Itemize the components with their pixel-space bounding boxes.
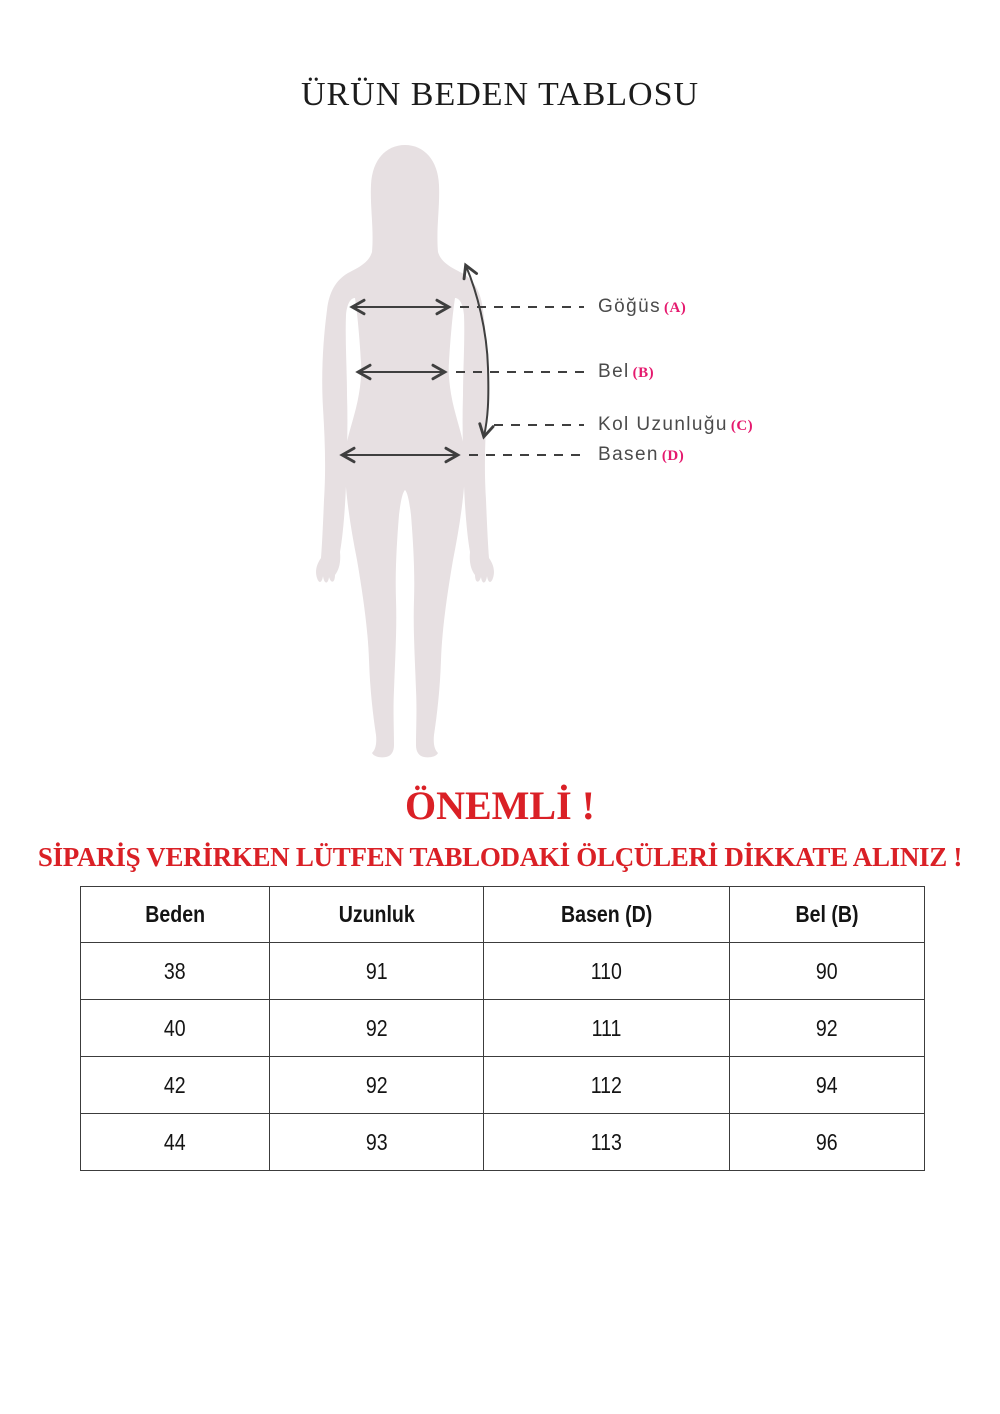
important-heading: ÖNEMLİ ! (405, 783, 595, 828)
cell-value: 112 (591, 1071, 623, 1098)
cell-value: 40 (164, 1014, 186, 1041)
cell-value: 96 (816, 1128, 838, 1155)
measurement-label-arm-length: Kol Uzunluğu (C) (598, 413, 753, 437)
header-label: Bel (B) (795, 901, 859, 927)
table-row: 38 91 110 90 (79, 942, 925, 1000)
cell-value: 90 (816, 957, 838, 984)
table-cell: 112 (483, 1056, 731, 1114)
header-cell-bel: Bel (B) (729, 886, 925, 943)
header-cell-uzunluk: Uzunluk (269, 886, 485, 943)
table-cell: 42 (79, 1056, 271, 1114)
size-table: Beden Uzunluk Basen (D) Bel (B) 38 91 11… (79, 886, 925, 1171)
cell-value: 94 (816, 1071, 838, 1098)
table-row: 42 92 112 94 (79, 1056, 925, 1114)
cell-value: 44 (164, 1128, 186, 1155)
table-row: 40 92 111 92 (79, 999, 925, 1057)
cell-value: 91 (365, 957, 388, 984)
measurement-letter: (C) (730, 418, 754, 434)
measurement-label-waist: Bel (B) (598, 360, 654, 384)
measurement-letter: (A) (663, 300, 687, 316)
measurement-label-text: Kol Uzunluğu (598, 414, 728, 435)
measurement-label-text: Bel (598, 361, 630, 382)
measurement-label-text: Basen (598, 444, 659, 465)
table-cell: 44 (79, 1113, 271, 1171)
table-cell: 92 (729, 999, 925, 1057)
table-cell: 91 (269, 942, 485, 1000)
measurement-label-chest: Göğüs (A) (598, 295, 686, 319)
table-cell: 92 (269, 999, 485, 1057)
measurement-letter: (D) (661, 448, 685, 464)
cell-value: 38 (164, 957, 186, 984)
cell-value: 42 (164, 1071, 186, 1098)
table-cell: 113 (483, 1113, 731, 1171)
cell-value: 110 (591, 957, 623, 984)
order-warning-text: SİPARİŞ VERİRKEN LÜTFEN TABLODAKİ ÖLÇÜLE… (37, 842, 963, 872)
header-cell-basen: Basen (D) (483, 886, 731, 943)
table-cell: 96 (729, 1113, 925, 1171)
table-cell: 110 (483, 942, 731, 1000)
header-label: Uzunluk (338, 901, 415, 927)
measurement-label-text: Göğüs (598, 296, 661, 317)
cell-value: 92 (365, 1071, 388, 1098)
woman-silhouette-image (316, 145, 494, 758)
header-label: Basen (D) (561, 901, 653, 927)
cell-value: 92 (365, 1014, 388, 1041)
table-cell: 40 (79, 999, 271, 1057)
table-cell: 93 (269, 1113, 485, 1171)
page-title: ÜRÜN BEDEN TABLOSU (300, 76, 700, 113)
measurement-label-hip: Basen (D) (598, 443, 684, 467)
table-cell: 38 (79, 942, 271, 1000)
cell-value: 111 (591, 1014, 622, 1041)
size-table-header-row: Beden Uzunluk Basen (D) Bel (B) (79, 886, 925, 943)
table-row: 44 93 113 96 (79, 1113, 925, 1171)
cell-value: 93 (365, 1128, 388, 1155)
header-cell-beden: Beden (79, 886, 271, 943)
cell-value: 113 (591, 1128, 623, 1155)
table-cell: 90 (729, 942, 925, 1000)
table-cell: 94 (729, 1056, 925, 1114)
measurement-letter: (B) (632, 365, 655, 381)
table-cell: 111 (483, 999, 731, 1057)
table-cell: 92 (269, 1056, 485, 1114)
cell-value: 92 (816, 1014, 838, 1041)
woman-silhouette-shape (316, 145, 494, 758)
header-label: Beden (145, 901, 205, 927)
